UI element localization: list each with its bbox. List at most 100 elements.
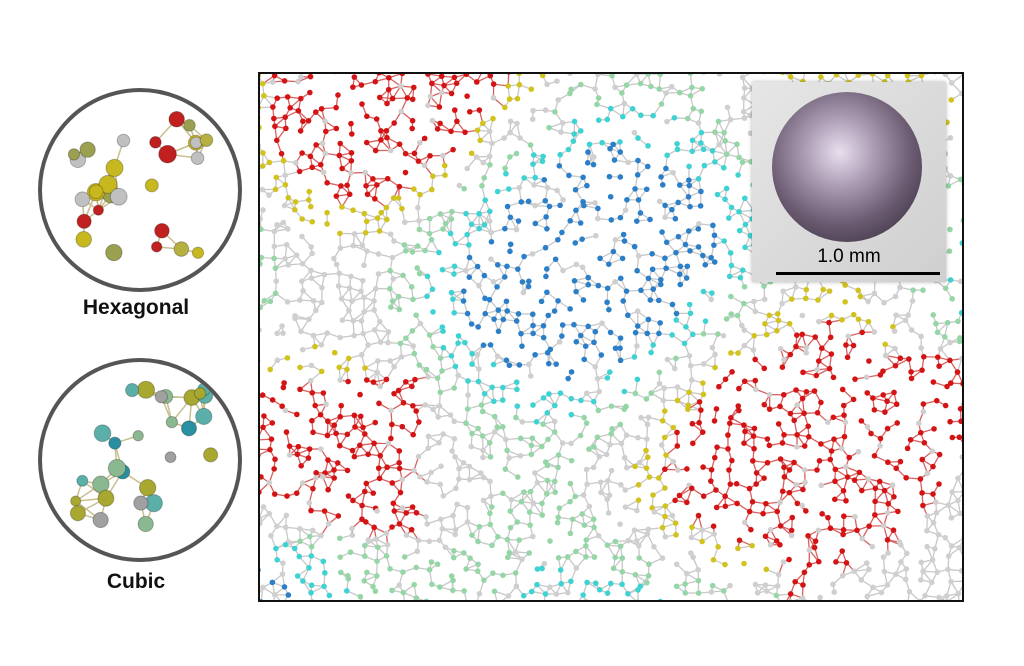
atom (260, 424, 266, 431)
atom (827, 334, 834, 341)
atom (448, 289, 455, 296)
atom (273, 137, 280, 144)
atom (715, 118, 722, 125)
atom (411, 186, 417, 192)
atom (884, 537, 891, 543)
atom (542, 107, 549, 113)
atom (389, 421, 395, 428)
atom (285, 226, 291, 232)
atom (308, 543, 315, 550)
atom (954, 369, 961, 375)
atom (858, 418, 865, 424)
atom (551, 402, 558, 409)
atom (897, 355, 904, 362)
atom (318, 342, 325, 348)
atom (319, 284, 325, 291)
atom (334, 460, 341, 466)
atom (465, 392, 471, 398)
atom (299, 480, 306, 486)
atom (530, 330, 536, 337)
atom (591, 154, 597, 160)
atom (451, 263, 458, 270)
atom (476, 107, 483, 113)
atom (789, 514, 796, 521)
atom (530, 402, 536, 408)
atom (541, 177, 548, 183)
atom (933, 509, 940, 516)
atom (818, 399, 824, 406)
atom (701, 162, 708, 169)
atom (357, 442, 363, 449)
atom (365, 342, 371, 348)
atom (442, 172, 448, 178)
atom (815, 358, 822, 364)
atom (305, 197, 312, 203)
atom (840, 527, 847, 533)
atom (625, 159, 632, 166)
atom (669, 512, 676, 519)
atom (580, 174, 586, 181)
atom (799, 312, 806, 319)
atom (612, 237, 619, 243)
atom (260, 105, 262, 110)
atom (634, 172, 641, 178)
atom (885, 459, 891, 466)
atom (741, 440, 747, 446)
atom (556, 505, 563, 511)
atom (391, 390, 397, 397)
atom (934, 329, 941, 336)
atom (734, 312, 741, 319)
atom (699, 538, 705, 545)
atom (942, 534, 949, 541)
atom (871, 453, 878, 459)
atom (272, 186, 279, 193)
atom (540, 153, 546, 160)
atom (425, 102, 431, 109)
atom (441, 162, 448, 169)
atom (482, 197, 489, 203)
atom (670, 458, 677, 465)
atom (632, 390, 639, 397)
atom (944, 383, 950, 390)
atom (307, 153, 314, 160)
atom (358, 317, 365, 324)
atom (558, 129, 564, 135)
atom (138, 479, 157, 497)
atom (336, 152, 343, 159)
atom (920, 353, 927, 360)
atom (597, 479, 604, 485)
atom (336, 442, 343, 449)
atom (617, 421, 624, 428)
atom (287, 105, 293, 111)
atom (489, 140, 495, 147)
atom (892, 345, 898, 352)
atom (741, 115, 748, 121)
atom (514, 403, 521, 409)
atom (620, 298, 627, 304)
atom (750, 347, 757, 353)
atom (362, 229, 369, 236)
atom (802, 479, 808, 486)
atom (92, 204, 104, 216)
atom (741, 422, 747, 428)
atom (632, 463, 638, 470)
atom (592, 200, 598, 206)
atom (323, 128, 329, 135)
atom (543, 266, 550, 272)
atom (904, 445, 911, 452)
atom (376, 475, 383, 482)
atom (735, 172, 741, 178)
atom (884, 398, 890, 405)
atom (352, 424, 358, 430)
atom (724, 104, 731, 111)
atom (701, 74, 706, 75)
atom (690, 440, 696, 447)
atom (359, 101, 365, 107)
atom (688, 377, 695, 383)
atom (919, 367, 925, 373)
atom (415, 453, 422, 460)
atom (388, 407, 394, 414)
atom (529, 435, 536, 442)
atom (475, 425, 481, 432)
atom (503, 357, 510, 363)
